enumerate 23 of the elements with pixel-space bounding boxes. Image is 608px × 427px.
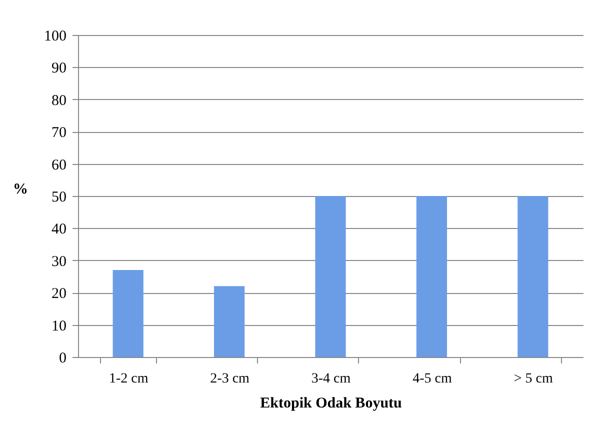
bar (214, 286, 245, 357)
bar (112, 270, 144, 357)
y-tick-label: 80 (52, 92, 66, 109)
y-tick-label: 60 (52, 157, 66, 174)
x-tick-label: 2-3 cm (210, 372, 250, 386)
y-tick-label: 0 (59, 350, 66, 366)
y-tick-label: 20 (52, 286, 66, 302)
x-tick-label: > 5 cm (514, 372, 554, 386)
x-tick-label: 3-4 cm (311, 372, 351, 386)
x-tick-label: 4-5 cm (412, 372, 452, 386)
bar (416, 196, 448, 357)
y-tick-label: 30 (52, 254, 66, 270)
y-tick-label: 90 (52, 60, 66, 77)
y-tick-label: 50 (52, 190, 66, 206)
x-tick-label: 1-2 cm (108, 372, 148, 386)
bar (315, 196, 346, 357)
y-tick-label: 100 (44, 28, 66, 44)
x-axis-title: Ektopik Odak Boyutu (260, 396, 402, 412)
y-tick-label: 70 (52, 125, 66, 142)
y-tick-label: 10 (52, 318, 66, 334)
bar (518, 196, 548, 357)
y-axis-title: % (13, 182, 28, 198)
y-tick-label: 40 (52, 222, 66, 238)
